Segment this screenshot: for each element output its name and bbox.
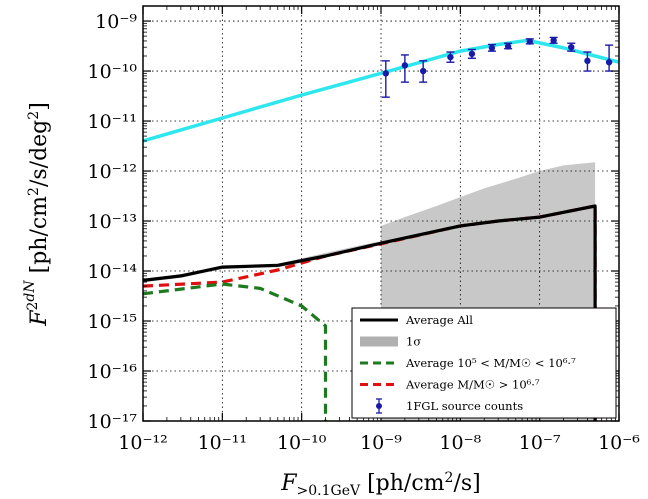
data-point (526, 38, 533, 45)
legend-swatch-point (376, 403, 382, 409)
series-line (142, 38, 620, 143)
x-tick-label: 10⁻⁷ (519, 432, 561, 454)
series-layer (142, 38, 620, 421)
data-point (550, 37, 557, 44)
x-tick-label: 10⁻¹¹ (198, 432, 247, 454)
data-point (468, 50, 476, 58)
data-point (447, 53, 454, 61)
tick-layer: 10⁻¹² 10⁻¹¹ 10⁻¹⁰ 10⁻⁹ 10⁻⁸ 10⁻⁷ 10⁻⁶10⁻¹⁷10⁻¹… (88, 6, 640, 454)
series-line (142, 204, 597, 421)
x-tick-label: 10⁻¹² (118, 432, 167, 454)
data-point (584, 57, 591, 65)
legend-box (351, 307, 617, 419)
y-tick-label: 10⁻¹⁴ (88, 261, 138, 283)
data-point (488, 44, 496, 52)
svg-text:F2dN [ph/cm2/s/deg2]: F2dN [ph/cm2/s/deg2] (22, 102, 52, 327)
y-tick-label: 10⁻¹¹ (88, 111, 137, 133)
y-axis-label: F2dN [ph/cm2/s/deg2] (22, 102, 52, 327)
legend-label: Average 10⁵ < M/M☉ < 10⁶·⁷ (405, 356, 576, 370)
data-point (568, 43, 575, 51)
x-axis-label: F>0.1GeV [ph/cm2/s] (280, 470, 481, 499)
data-point (401, 62, 409, 69)
y-tick-label: 10⁻⁹ (95, 11, 137, 33)
y-tick-label: 10⁻¹⁶ (88, 361, 138, 383)
legend: Average All 1σ Average 10⁵ < M/M☉ < 10⁶·⁷ A… (351, 307, 617, 419)
x-tick-label: 10⁻⁹ (360, 432, 402, 454)
legend-label: Average All (405, 313, 473, 327)
y-tick-label: 10⁻¹⁵ (88, 311, 137, 333)
legend-label: 1σ (406, 335, 421, 349)
legend-swatch-band (360, 336, 398, 347)
points-layer (381, 36, 614, 98)
data-point (504, 43, 512, 50)
data-point (419, 67, 427, 75)
x-tick-label: 10⁻⁸ (439, 432, 481, 454)
series-line (142, 282, 328, 421)
y-tick-label: 10⁻¹² (88, 161, 137, 183)
y-tick-label: 10⁻¹⁷ (88, 411, 138, 433)
data-point (605, 59, 613, 66)
x-tick-label: 10⁻⁶ (598, 432, 640, 454)
x-tick-label: 10⁻¹⁰ (277, 432, 327, 454)
y-tick-label: 10⁻¹⁰ (88, 61, 138, 83)
legend-label: Average M/M☉ > 10⁶·⁷ (405, 378, 540, 392)
legend-label: 1FGL source counts (406, 399, 523, 413)
data-point (382, 70, 390, 77)
y-tick-label: 10⁻¹³ (88, 211, 137, 233)
